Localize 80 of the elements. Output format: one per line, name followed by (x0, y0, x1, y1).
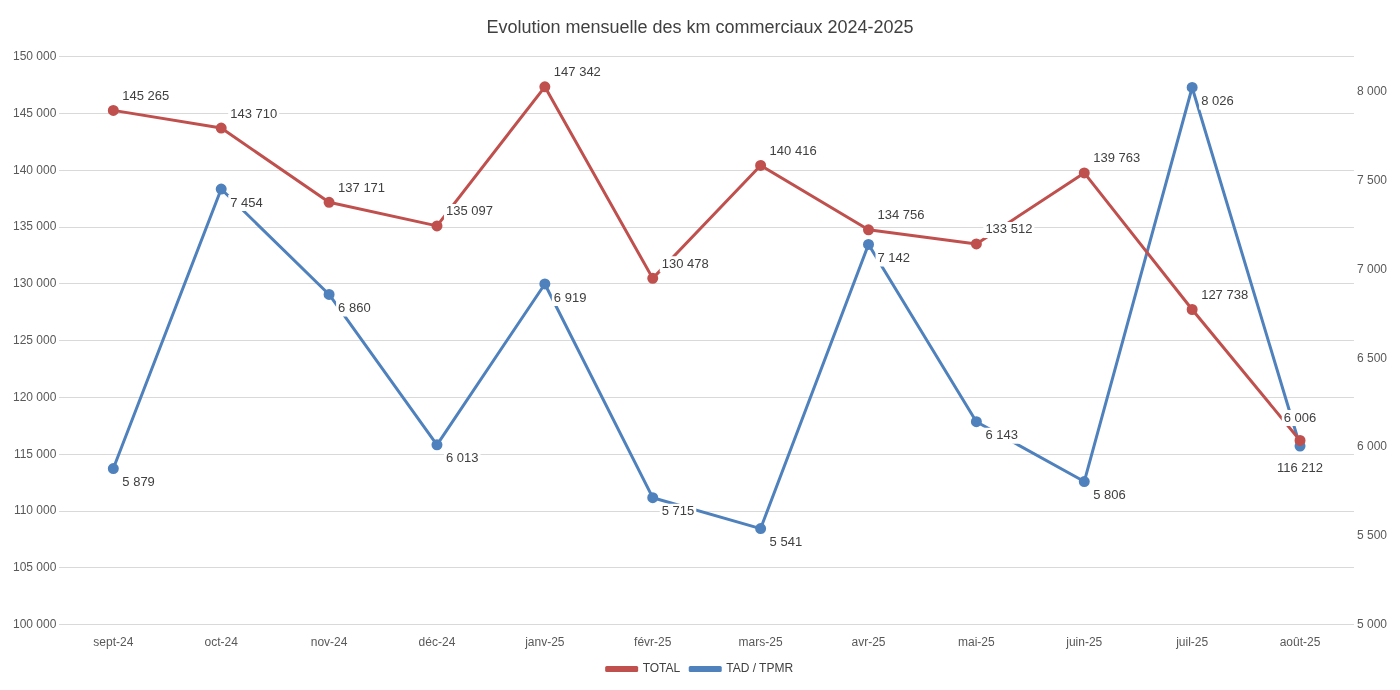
y2-tick-label: 5 500 (1356, 528, 1388, 543)
point (755, 159, 767, 171)
y-tick-label: 115 000 (13, 446, 57, 461)
data-label: 145 265 (122, 87, 170, 103)
point (1078, 476, 1090, 488)
data-label: 5 541 (769, 534, 803, 550)
y-tick-label: 125 000 (12, 332, 57, 347)
x-tick-label: sept-24 (93, 635, 134, 650)
point (755, 523, 767, 535)
data-label: 130 478 (661, 255, 709, 271)
point (647, 492, 659, 504)
point (1186, 81, 1198, 93)
y2-tick-label: 6 000 (1356, 439, 1388, 454)
data-label: 6 860 (338, 300, 371, 316)
y2-tick-label: 8 000 (1356, 84, 1388, 99)
x-tick-label: oct-24 (204, 635, 239, 650)
x-tick-label: janv-25 (524, 635, 565, 650)
data-label: 133 512 (985, 221, 1033, 237)
point (1186, 304, 1198, 315)
data-label: 7 142 (877, 249, 911, 265)
y-tick-label: 105 000 (12, 560, 57, 575)
x-tick-label: févr-25 (634, 635, 672, 650)
y-tick-label: 135 000 (12, 219, 57, 234)
point (863, 224, 874, 236)
y-tick-label: 100 000 (12, 616, 57, 631)
y2-tick-label: 5 000 (1356, 616, 1388, 631)
point (431, 439, 443, 451)
point (107, 104, 119, 116)
data-label: 7 454 (230, 194, 263, 210)
legend-label: TAD / TPMR (726, 661, 794, 676)
data-label: 8 026 (1201, 93, 1234, 109)
data-label: 134 756 (877, 207, 925, 223)
point (970, 238, 982, 250)
legend-label: TOTAL (642, 661, 681, 676)
data-label: 127 738 (1201, 287, 1249, 303)
x-tick-label: juil-25 (1175, 635, 1209, 650)
data-label: 6 006 (1283, 409, 1317, 425)
x-tick-label: nov-24 (310, 635, 348, 650)
x-tick-label: mars-25 (738, 635, 783, 650)
point (107, 463, 119, 475)
y-tick-label: 120 000 (12, 389, 57, 404)
point (323, 196, 335, 208)
data-label: 139 763 (1093, 150, 1141, 166)
point (215, 183, 227, 195)
y-tick-label: 140 000 (12, 162, 57, 177)
data-label: 135 097 (445, 203, 493, 219)
data-label: 6 143 (985, 427, 1018, 443)
point (863, 238, 874, 250)
data-label: 143 710 (230, 105, 278, 121)
y-tick-label: 130 000 (12, 276, 57, 291)
y-tick-label: 150 000 (12, 48, 57, 63)
data-label: 5 879 (122, 474, 155, 490)
y2-tick-label: 7 000 (1356, 261, 1388, 276)
data-label: 5 806 (1093, 487, 1126, 503)
x-tick-label: août-25 (1279, 635, 1321, 650)
point (323, 288, 335, 300)
data-label: 147 342 (553, 64, 601, 80)
point (215, 122, 227, 134)
data-label: 6 013 (445, 450, 479, 466)
data-label: 137 171 (338, 179, 386, 195)
y2-tick-label: 6 500 (1356, 350, 1388, 365)
x-tick-label: juin-25 (1065, 635, 1103, 650)
x-tick-label: mai-25 (958, 635, 996, 650)
data-label: 116 212 (1277, 460, 1324, 476)
y2-tick-label: 7 500 (1356, 173, 1388, 188)
point (431, 220, 443, 232)
point (539, 278, 551, 290)
point (1078, 167, 1090, 179)
data-label: 140 416 (769, 143, 817, 159)
point (647, 272, 659, 284)
chart-title: Evolution mensuelle des km commerciaux 2024-2025 (486, 16, 914, 37)
point (1294, 434, 1306, 446)
point (970, 416, 982, 428)
point (539, 81, 551, 93)
data-label: 5 715 (661, 503, 695, 519)
y-tick-label: 145 000 (12, 105, 57, 120)
x-tick-label: déc-24 (418, 635, 456, 650)
x-tick-label: avr-25 (851, 635, 886, 650)
data-label: 6 919 (553, 289, 587, 305)
y-tick-label: 110 000 (13, 503, 57, 518)
